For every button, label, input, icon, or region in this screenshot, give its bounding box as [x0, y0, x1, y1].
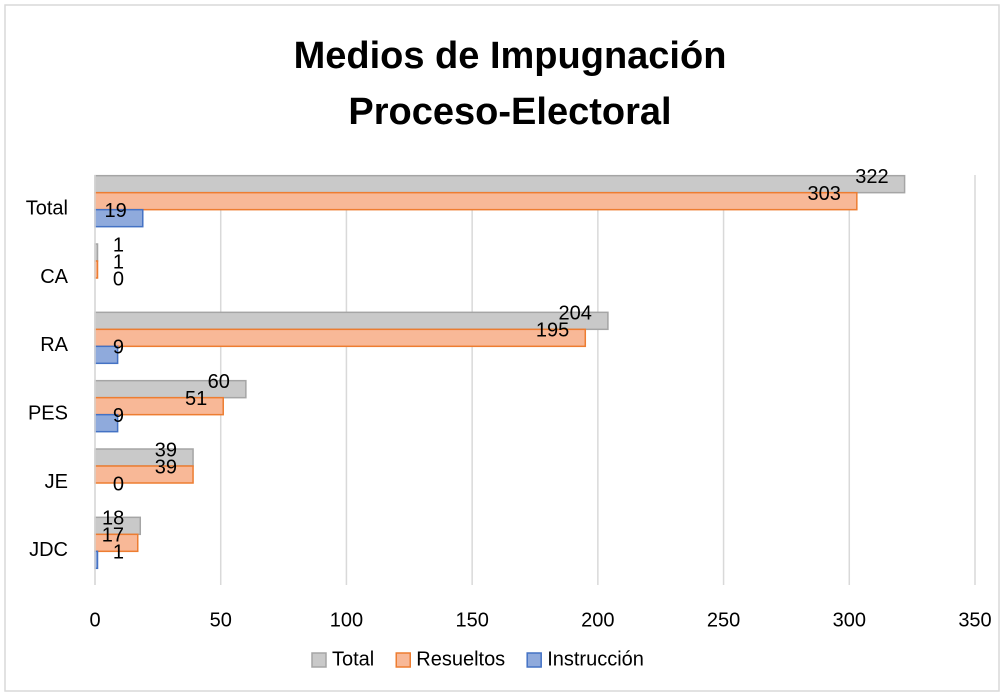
- x-tick-label: 150: [455, 609, 488, 631]
- legend-label: Total: [332, 648, 374, 670]
- x-tick-label: 300: [833, 609, 866, 631]
- legend-label: Instrucción: [547, 648, 644, 670]
- data-label: 9: [113, 337, 124, 359]
- y-tick-label: PES: [28, 402, 68, 424]
- data-label: 18: [102, 508, 124, 530]
- chart-title: Medios de Impugnación: [294, 35, 727, 77]
- y-tick-label: CA: [40, 266, 68, 288]
- data-label: 1: [113, 234, 124, 256]
- bar: [94, 448, 194, 467]
- bar: [94, 465, 194, 484]
- data-label: 60: [208, 371, 230, 393]
- data-label: 0: [113, 268, 124, 290]
- x-tick-label: 250: [707, 609, 740, 631]
- legend-swatch: [311, 652, 327, 668]
- bar: [94, 174, 906, 194]
- data-label: 204: [559, 303, 592, 325]
- data-label: 195: [536, 320, 569, 342]
- data-label: 39: [155, 439, 177, 461]
- x-tick-label: 0: [89, 609, 100, 631]
- legend-swatch: [526, 652, 542, 668]
- chart-title: Proceso-Electoral: [348, 91, 671, 133]
- data-label: 303: [807, 183, 840, 205]
- data-label: 1: [113, 542, 124, 564]
- y-tick-label: JDC: [29, 539, 68, 561]
- data-label: 51: [185, 388, 207, 410]
- data-label: 1: [113, 251, 124, 273]
- legend-swatch: [395, 652, 411, 668]
- chart-border: [4, 4, 1000, 692]
- y-tick-label: JE: [45, 471, 68, 493]
- x-tick-label: 100: [330, 609, 363, 631]
- y-tick-label: Total: [26, 197, 68, 219]
- bar: [94, 328, 587, 348]
- x-tick-label: 200: [581, 609, 614, 631]
- data-label: 19: [105, 200, 127, 222]
- data-label: 17: [102, 525, 124, 547]
- legend-label: Resueltos: [416, 648, 505, 670]
- data-label: 9: [113, 405, 124, 427]
- data-label: 0: [113, 473, 124, 495]
- bar: [94, 191, 858, 211]
- data-label: 39: [155, 456, 177, 478]
- bar: [94, 311, 609, 331]
- y-tick-label: RA: [40, 334, 68, 356]
- x-tick-label: 50: [210, 609, 232, 631]
- x-tick-label: 350: [958, 609, 991, 631]
- data-label: 322: [855, 166, 888, 188]
